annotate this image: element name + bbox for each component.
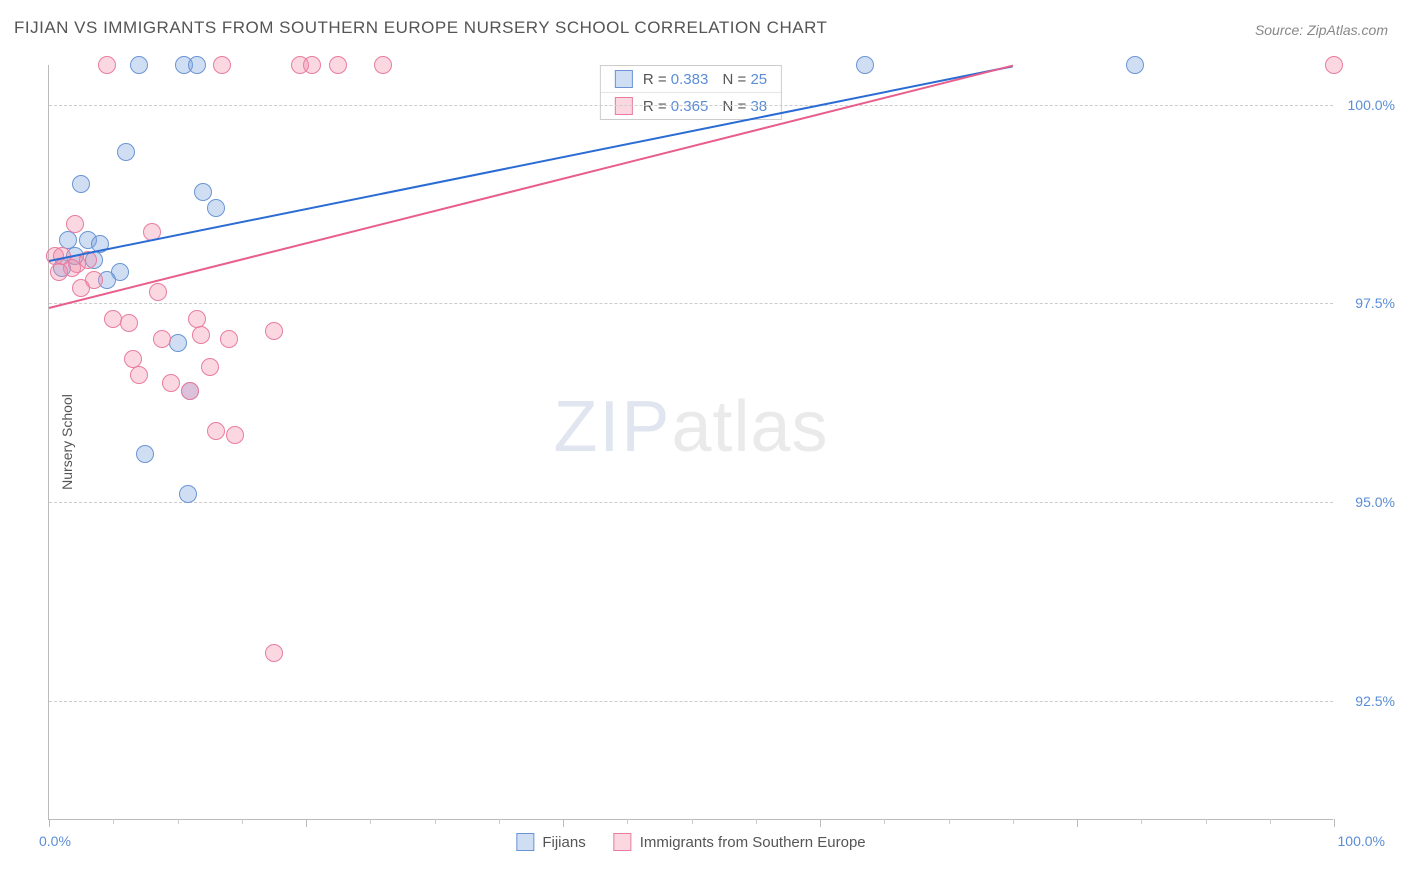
data-point-immigrants	[50, 263, 68, 281]
data-point-immigrants	[120, 314, 138, 332]
x-tick-major	[820, 819, 821, 827]
swatch-pink-icon	[615, 97, 633, 115]
legend-item-immigrants: Immigrants from Southern Europe	[614, 833, 866, 851]
y-tick-label: 92.5%	[1355, 693, 1395, 709]
data-point-immigrants	[153, 330, 171, 348]
gridline	[49, 105, 1333, 106]
y-tick-label: 100.0%	[1348, 97, 1395, 113]
data-point-immigrants	[226, 426, 244, 444]
data-point-immigrants	[374, 56, 392, 74]
data-point-fijians	[130, 56, 148, 74]
data-point-immigrants	[192, 326, 210, 344]
data-point-fijians	[72, 175, 90, 193]
plot-area: Nursery School ZIPatlas R = 0.383 N = 25…	[48, 65, 1333, 820]
x-tick-minor	[1141, 819, 1142, 824]
n-value-fijians: 25	[750, 71, 767, 88]
x-label-min: 0.0%	[39, 833, 71, 849]
legend-item-fijians: Fijians	[516, 833, 585, 851]
chart-title: FIJIAN VS IMMIGRANTS FROM SOUTHERN EUROP…	[14, 18, 827, 38]
watermark: ZIPatlas	[553, 386, 828, 468]
data-point-fijians	[169, 334, 187, 352]
x-label-max: 100.0%	[1338, 833, 1385, 849]
x-tick-major	[563, 819, 564, 827]
legend-correlation: R = 0.383 N = 25 R = 0.365 N = 38	[600, 65, 782, 120]
n-value-immigrants: 38	[750, 98, 767, 115]
data-point-fijians	[207, 199, 225, 217]
x-tick-minor	[499, 819, 500, 824]
swatch-blue-icon	[615, 70, 633, 88]
trendline-immigrants	[49, 65, 1013, 309]
x-tick-minor	[884, 819, 885, 824]
data-point-immigrants	[149, 283, 167, 301]
x-tick-minor	[756, 819, 757, 824]
legend-row-immigrants: R = 0.365 N = 38	[601, 93, 781, 119]
data-point-immigrants	[181, 382, 199, 400]
data-point-immigrants	[329, 56, 347, 74]
data-point-immigrants	[66, 215, 84, 233]
watermark-zip: ZIP	[553, 387, 671, 467]
x-tick-minor	[627, 819, 628, 824]
data-point-fijians	[136, 445, 154, 463]
legend-label-fijians: Fijians	[542, 834, 585, 851]
data-point-immigrants	[265, 644, 283, 662]
r-value-fijians: 0.383	[671, 71, 709, 88]
chart-container: FIJIAN VS IMMIGRANTS FROM SOUTHERN EUROP…	[0, 0, 1406, 892]
data-point-immigrants	[98, 56, 116, 74]
swatch-pink-icon	[614, 833, 632, 851]
data-point-fijians	[856, 56, 874, 74]
r-value-immigrants: 0.365	[671, 98, 709, 115]
legend-series: Fijians Immigrants from Southern Europe	[516, 833, 865, 851]
x-tick-major	[49, 819, 50, 827]
trendline-fijians	[49, 65, 1013, 262]
x-tick-minor	[1013, 819, 1014, 824]
legend-label-immigrants: Immigrants from Southern Europe	[640, 834, 866, 851]
data-point-immigrants	[162, 374, 180, 392]
y-tick-label: 95.0%	[1355, 494, 1395, 510]
gridline	[49, 303, 1333, 304]
swatch-blue-icon	[516, 833, 534, 851]
data-point-immigrants	[201, 358, 219, 376]
data-point-immigrants	[130, 366, 148, 384]
x-tick-minor	[370, 819, 371, 824]
legend-row-fijians: R = 0.383 N = 25	[601, 66, 781, 93]
x-tick-minor	[1206, 819, 1207, 824]
data-point-immigrants	[207, 422, 225, 440]
data-point-immigrants	[220, 330, 238, 348]
x-tick-minor	[692, 819, 693, 824]
data-point-fijians	[1126, 56, 1144, 74]
x-tick-major	[306, 819, 307, 827]
data-point-fijians	[188, 56, 206, 74]
gridline	[49, 502, 1333, 503]
data-point-immigrants	[72, 279, 90, 297]
y-axis-title: Nursery School	[59, 394, 75, 490]
data-point-fijians	[117, 143, 135, 161]
x-tick-minor	[242, 819, 243, 824]
x-tick-minor	[1270, 819, 1271, 824]
x-tick-minor	[113, 819, 114, 824]
y-tick-label: 97.5%	[1355, 295, 1395, 311]
x-tick-major	[1077, 819, 1078, 827]
x-tick-minor	[949, 819, 950, 824]
source-label: Source: ZipAtlas.com	[1255, 22, 1388, 38]
watermark-atlas: atlas	[671, 387, 828, 467]
data-point-immigrants	[303, 56, 321, 74]
gridline	[49, 701, 1333, 702]
data-point-immigrants	[213, 56, 231, 74]
data-point-immigrants	[265, 322, 283, 340]
x-tick-major	[1334, 819, 1335, 827]
data-point-fijians	[194, 183, 212, 201]
data-point-immigrants	[1325, 56, 1343, 74]
x-tick-minor	[435, 819, 436, 824]
data-point-fijians	[179, 485, 197, 503]
x-tick-minor	[178, 819, 179, 824]
